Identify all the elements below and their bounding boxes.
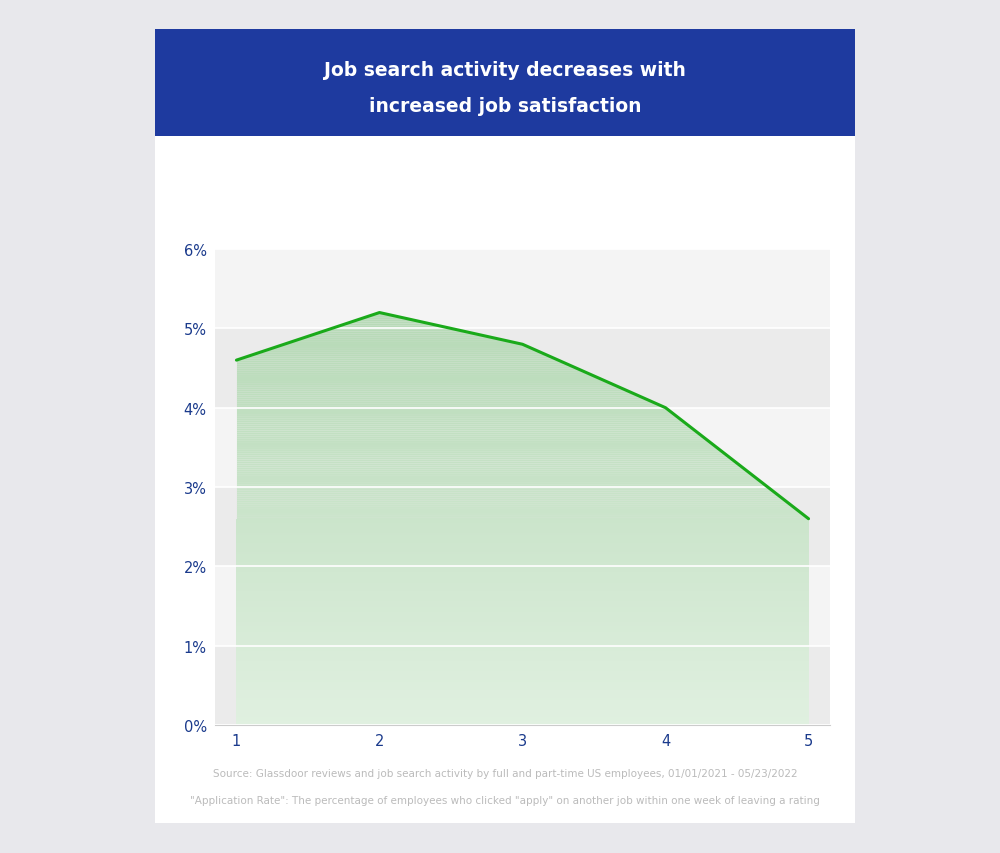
Text: Job search activity decreases with: Job search activity decreases with: [324, 61, 686, 80]
Bar: [215, 566, 830, 646]
Bar: [215, 487, 830, 566]
Bar: [215, 646, 830, 725]
X-axis label: Rating: Rating: [498, 759, 547, 775]
Text: "Application Rate": The percentage of employees who clicked "apply" on another j: "Application Rate": The percentage of em…: [190, 795, 820, 805]
Bar: [215, 250, 830, 329]
Bar: [215, 409, 830, 487]
Bar: [215, 329, 830, 409]
Text: increased job satisfaction: increased job satisfaction: [369, 97, 641, 116]
Text: Source: Glassdoor reviews and job search activity by full and part-time US emplo: Source: Glassdoor reviews and job search…: [213, 769, 797, 778]
